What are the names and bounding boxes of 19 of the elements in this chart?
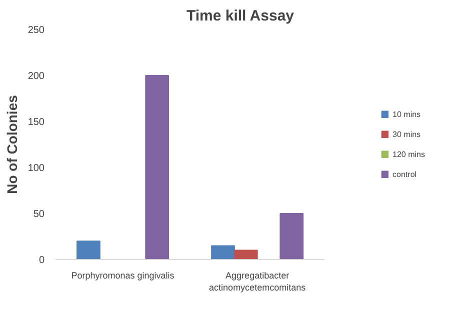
y-tick-label: 150 <box>28 117 45 128</box>
y-axis-title: No of Colonies <box>4 94 20 194</box>
bar <box>76 240 100 260</box>
x-tick-label: Porphyromonas gingivalis <box>71 270 175 280</box>
y-tick-label: 200 <box>28 71 45 82</box>
chart-title: Time kill Assay <box>186 8 295 24</box>
y-tick-label: 250 <box>28 25 45 36</box>
x-tick-label: Aggregatibacter actinomycetemcomitans <box>209 270 306 292</box>
y-tick-label: 100 <box>28 163 45 174</box>
bar <box>234 250 258 260</box>
bar <box>145 75 170 260</box>
bar <box>280 213 304 260</box>
y-tick-label: 50 <box>33 209 45 220</box>
legend-label: 10 mins <box>392 109 421 119</box>
y-tick-label: 0 <box>38 255 45 266</box>
legend-label: 30 mins <box>392 129 421 139</box>
legend-label: control <box>392 169 417 179</box>
legend-label: 120 mins <box>392 149 425 159</box>
bar <box>211 245 235 260</box>
